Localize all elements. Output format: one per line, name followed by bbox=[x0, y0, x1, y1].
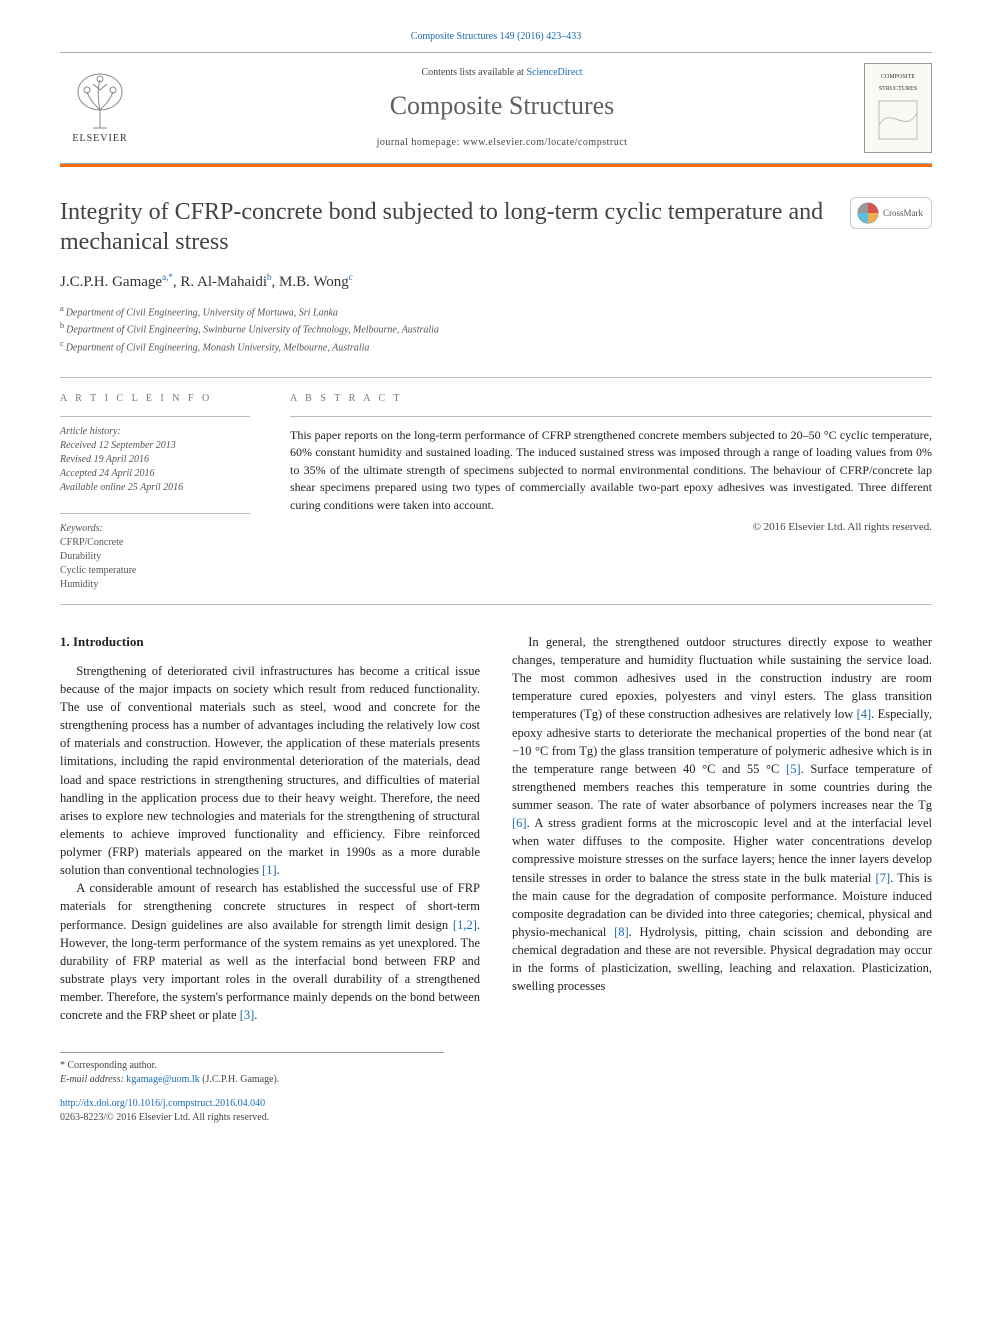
author-3-affil-sup[interactable]: c bbox=[349, 272, 353, 282]
journal-home-prefix: journal homepage: bbox=[377, 137, 463, 148]
publisher-logo: ELSEVIER bbox=[60, 65, 140, 151]
doi-block: http://dx.doi.org/10.1016/j.compstruct.2… bbox=[60, 1097, 932, 1125]
affiliation-b: bDepartment of Civil Engineering, Swinbu… bbox=[60, 320, 932, 337]
p2-tail: . However, the long-term performance of … bbox=[60, 918, 480, 1023]
article-info-col: A R T I C L E I N F O Article history: R… bbox=[60, 392, 250, 592]
journal-header: ELSEVIER Contents lists available at Sci… bbox=[60, 52, 932, 164]
history-online: Available online 25 April 2016 bbox=[60, 481, 250, 495]
affil-sup-a: a bbox=[60, 304, 64, 313]
affil-text-b: Department of Civil Engineering, Swinbur… bbox=[66, 325, 439, 336]
keywords-block: Keywords: CFRP/Concrete Durability Cycli… bbox=[60, 513, 250, 592]
meta-rule-top bbox=[60, 377, 932, 378]
section-1-heading: 1. Introduction bbox=[60, 633, 480, 652]
journal-home-url: www.elsevier.com/locate/compstruct bbox=[463, 137, 628, 148]
crossmark-label: CrossMark bbox=[883, 207, 923, 220]
footnotes: * Corresponding author. E-mail address: … bbox=[60, 1052, 444, 1087]
email-link[interactable]: kgamage@uom.lk bbox=[126, 1074, 199, 1085]
journal-cover-thumb: COMPOSITE STRUCTURES bbox=[864, 63, 932, 153]
meta-row: A R T I C L E I N F O Article history: R… bbox=[60, 392, 932, 592]
ref-link-12[interactable]: [1,2] bbox=[453, 918, 477, 932]
title-row: Integrity of CFRP-concrete bond subjecte… bbox=[60, 197, 932, 257]
cover-art-icon bbox=[873, 95, 923, 145]
citation-link[interactable]: Composite Structures 149 (2016) 423–433 bbox=[411, 31, 582, 42]
abstract-rule bbox=[290, 416, 932, 417]
crossmark-icon bbox=[857, 202, 879, 224]
abstract-text: This paper reports on the long-term perf… bbox=[290, 427, 932, 514]
ref-link-5[interactable]: [5] bbox=[786, 762, 801, 776]
ref-link-3[interactable]: [3] bbox=[240, 1008, 255, 1022]
cover-caption-bottom: STRUCTURES bbox=[877, 83, 919, 95]
body-rule bbox=[60, 604, 932, 605]
history-accepted: Accepted 24 April 2016 bbox=[60, 467, 250, 481]
email-line: E-mail address: kgamage@uom.lk (J.C.P.H.… bbox=[60, 1073, 444, 1087]
publisher-name: ELSEVIER bbox=[72, 132, 127, 146]
ref-link-6[interactable]: [6] bbox=[512, 816, 527, 830]
keyword-1: CFRP/Concrete bbox=[60, 536, 250, 550]
contents-prefix: Contents lists available at bbox=[421, 67, 526, 78]
contents-line: Contents lists available at ScienceDirec… bbox=[156, 66, 848, 80]
affiliations: aDepartment of Civil Engineering, Univer… bbox=[60, 303, 932, 355]
keyword-2: Durability bbox=[60, 550, 250, 564]
history-received: Received 12 September 2013 bbox=[60, 439, 250, 453]
affil-text-a: Department of Civil Engineering, Univers… bbox=[66, 307, 338, 318]
article-info-heading: A R T I C L E I N F O bbox=[60, 392, 250, 406]
top-citation: Composite Structures 149 (2016) 423–433 bbox=[60, 30, 932, 44]
email-label: E-mail address: bbox=[60, 1074, 126, 1085]
header-center: Contents lists available at ScienceDirec… bbox=[156, 66, 848, 150]
article-history: Article history: Received 12 September 2… bbox=[60, 425, 250, 495]
journal-name: Composite Structures bbox=[156, 88, 848, 124]
author-3-name: M.B. Wong bbox=[279, 274, 349, 290]
section-1-para-3: In general, the strengthened outdoor str… bbox=[512, 633, 932, 996]
author-sep-2: , bbox=[272, 274, 280, 290]
doi-link[interactable]: http://dx.doi.org/10.1016/j.compstruct.2… bbox=[60, 1098, 265, 1109]
keyword-4: Humidity bbox=[60, 578, 250, 592]
author-2-name: R. Al-Mahaidi bbox=[180, 274, 267, 290]
p3-mid3: . A stress gradient forms at the microsc… bbox=[512, 816, 932, 884]
affil-text-c: Department of Civil Engineering, Monash … bbox=[66, 342, 370, 353]
p2-tail2: . bbox=[254, 1008, 257, 1022]
abstract-col: A B S T R A C T This paper reports on th… bbox=[290, 392, 932, 592]
ref-link-8[interactable]: [8] bbox=[614, 925, 629, 939]
ref-link-7[interactable]: [7] bbox=[876, 871, 891, 885]
p1-tail: . bbox=[277, 863, 280, 877]
keywords-rule bbox=[60, 513, 250, 514]
authors: J.C.P.H. Gamagea,*, R. Al-Mahaidib, M.B.… bbox=[60, 271, 932, 293]
ref-link-1[interactable]: [1] bbox=[262, 863, 277, 877]
article-info-rule bbox=[60, 416, 250, 417]
history-revised: Revised 19 April 2016 bbox=[60, 453, 250, 467]
crossmark-badge[interactable]: CrossMark bbox=[850, 197, 932, 229]
affil-sup-b: b bbox=[60, 321, 64, 330]
affiliation-a: aDepartment of Civil Engineering, Univer… bbox=[60, 303, 932, 320]
journal-homepage: journal homepage: www.elsevier.com/locat… bbox=[156, 136, 848, 150]
keywords-label: Keywords: bbox=[60, 522, 250, 536]
affil-sup-c: c bbox=[60, 339, 64, 348]
sciencedirect-link[interactable]: ScienceDirect bbox=[526, 67, 582, 78]
p1-text: Strengthening of deteriorated civil infr… bbox=[60, 664, 480, 877]
cover-caption-top: COMPOSITE bbox=[879, 71, 917, 83]
corresponding-author: * Corresponding author. bbox=[60, 1059, 444, 1073]
section-1-para-2: A considerable amount of research has es… bbox=[60, 879, 480, 1024]
email-tail: (J.C.P.H. Gamage). bbox=[200, 1074, 280, 1085]
history-label: Article history: bbox=[60, 425, 250, 439]
issn-line: 0263-8223/© 2016 Elsevier Ltd. All right… bbox=[60, 1111, 932, 1125]
abstract-copyright: © 2016 Elsevier Ltd. All rights reserved… bbox=[290, 520, 932, 535]
author-1-name: J.C.P.H. Gamage bbox=[60, 274, 162, 290]
p2-text: A considerable amount of research has es… bbox=[60, 881, 480, 931]
abstract-heading: A B S T R A C T bbox=[290, 392, 932, 406]
affiliation-c: cDepartment of Civil Engineering, Monash… bbox=[60, 338, 932, 355]
accent-rule bbox=[60, 164, 932, 167]
keyword-3: Cyclic temperature bbox=[60, 564, 250, 578]
elsevier-tree-icon bbox=[65, 70, 135, 130]
article-title: Integrity of CFRP-concrete bond subjecte… bbox=[60, 197, 838, 257]
body-columns: 1. Introduction Strengthening of deterio… bbox=[60, 633, 932, 1024]
ref-link-4[interactable]: [4] bbox=[857, 707, 872, 721]
section-1-para-1: Strengthening of deteriorated civil infr… bbox=[60, 662, 480, 880]
